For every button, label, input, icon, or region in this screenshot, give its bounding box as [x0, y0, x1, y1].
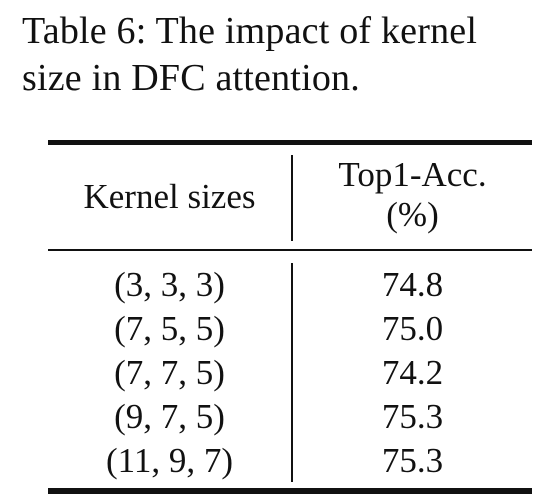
accuracy-cell: 74.8 — [381, 265, 444, 304]
body-column-divider — [291, 263, 293, 482]
kernel-size-cell: (9, 7, 5) — [114, 397, 225, 436]
kernel-size-cell: (11, 9, 7) — [105, 441, 233, 480]
table-row: (9, 7, 5) 75.3 — [48, 395, 532, 439]
kernel-size-cell: (3, 3, 3) — [114, 265, 225, 304]
table-bottom-rule — [48, 488, 532, 494]
accuracy-cell: 75.3 — [381, 397, 444, 436]
table-header-rule — [48, 249, 532, 251]
kernel-size-cell: (7, 7, 5) — [114, 353, 225, 392]
caption-line-1: Table 6: The impact of kernel — [22, 10, 478, 52]
caption-line-2: size in DFC attention. — [22, 57, 360, 99]
table-caption: Table 6: The impact of kernel size in DF… — [22, 8, 542, 102]
accuracy-cell: 75.0 — [381, 309, 444, 348]
table-row: (3, 3, 3) 74.8 — [48, 263, 532, 307]
kernel-size-cell: (7, 5, 5) — [114, 309, 225, 348]
accuracy-cell: 74.2 — [381, 353, 444, 392]
header-top1-acc: Top1-Acc. (%) — [293, 155, 532, 235]
header-column-divider — [291, 155, 293, 241]
kernel-size-table: Kernel sizes Top1-Acc. (%) (3, 3, 3) 74.… — [48, 140, 532, 494]
header-top1-acc-line1: Top1-Acc. — [338, 155, 487, 194]
table-row: (11, 9, 7) 75.3 — [48, 439, 532, 483]
header-top1-acc-line2: (%) — [386, 195, 439, 234]
header-kernel-sizes: Kernel sizes — [83, 177, 256, 216]
table-top-rule — [48, 140, 532, 145]
accuracy-cell: 75.3 — [381, 441, 444, 480]
table-row: (7, 5, 5) 75.0 — [48, 307, 532, 351]
table-row: (7, 7, 5) 74.2 — [48, 351, 532, 395]
